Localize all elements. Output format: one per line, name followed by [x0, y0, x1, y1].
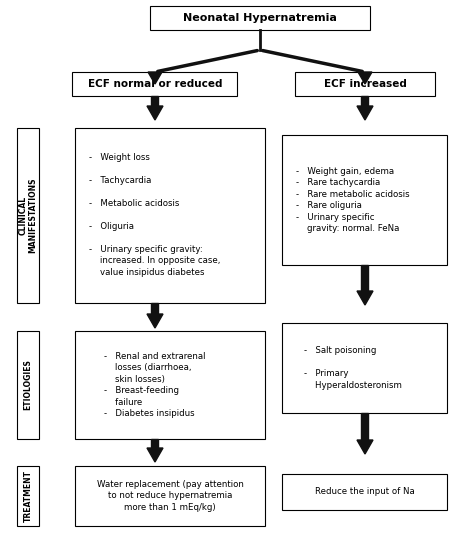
- Polygon shape: [147, 106, 163, 120]
- FancyBboxPatch shape: [283, 135, 447, 265]
- FancyBboxPatch shape: [150, 6, 370, 30]
- Text: -   Renal and extrarenal
    losses (diarrhoea,
    skin losses)
-   Breast-feed: - Renal and extrarenal losses (diarrhoea…: [104, 352, 206, 418]
- Text: Neonatal Hypernatremia: Neonatal Hypernatremia: [183, 13, 337, 23]
- FancyBboxPatch shape: [17, 466, 39, 526]
- Polygon shape: [357, 291, 373, 305]
- Text: -   Salt poisoning

-   Primary
    Hyperaldosteronism: - Salt poisoning - Primary Hyperaldoster…: [304, 347, 402, 390]
- Polygon shape: [152, 439, 158, 448]
- Polygon shape: [147, 314, 163, 328]
- Text: CLINICAL
MANIFESTATIONS: CLINICAL MANIFESTATIONS: [18, 177, 38, 253]
- Polygon shape: [358, 72, 372, 84]
- Polygon shape: [357, 106, 373, 120]
- Text: ECF normal or reduced: ECF normal or reduced: [88, 79, 222, 89]
- FancyBboxPatch shape: [73, 72, 237, 96]
- FancyBboxPatch shape: [17, 331, 39, 439]
- Text: Reduce the input of Na: Reduce the input of Na: [315, 487, 415, 497]
- FancyBboxPatch shape: [75, 127, 265, 302]
- FancyBboxPatch shape: [283, 323, 447, 413]
- Polygon shape: [362, 265, 368, 291]
- Polygon shape: [148, 72, 162, 84]
- Polygon shape: [152, 96, 158, 106]
- FancyBboxPatch shape: [283, 474, 447, 510]
- FancyBboxPatch shape: [75, 466, 265, 526]
- Polygon shape: [357, 440, 373, 454]
- FancyBboxPatch shape: [75, 331, 265, 439]
- Text: TREATMENT: TREATMENT: [24, 470, 33, 522]
- Polygon shape: [152, 302, 158, 314]
- Text: ECF increased: ECF increased: [324, 79, 406, 89]
- FancyBboxPatch shape: [295, 72, 435, 96]
- Text: Water replacement (pay attention
to not reduce hypernatremia
more than 1 mEq/kg): Water replacement (pay attention to not …: [97, 480, 244, 512]
- Polygon shape: [147, 448, 163, 462]
- Polygon shape: [362, 96, 368, 106]
- FancyBboxPatch shape: [17, 127, 39, 302]
- Text: -   Weight gain, edema
-   Rare tachycardia
-   Rare metabolic acidosis
-   Rare: - Weight gain, edema - Rare tachycardia …: [296, 167, 410, 233]
- Text: -   Weight loss

-   Tachycardia

-   Metabolic acidosis

-   Oliguria

-   Urin: - Weight loss - Tachycardia - Metabolic …: [89, 153, 221, 277]
- Text: ETIOLOGIES: ETIOLOGIES: [24, 360, 33, 410]
- Polygon shape: [362, 413, 368, 440]
